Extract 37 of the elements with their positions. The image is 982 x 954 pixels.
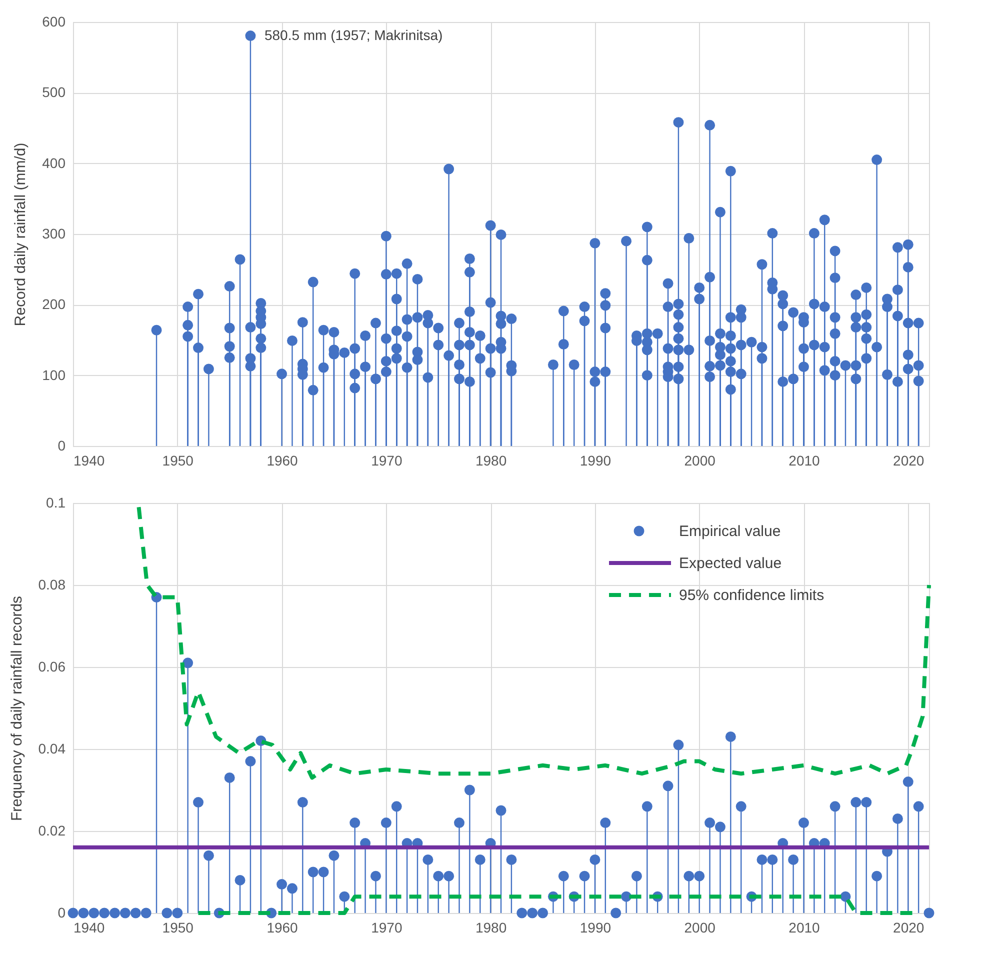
- legend-label: 95% confidence limits: [679, 587, 824, 604]
- x-tick-label: 1970: [371, 452, 402, 468]
- x-tick-label: 1940: [74, 920, 105, 936]
- y-tick-label: 0.1: [46, 494, 66, 510]
- y-tick-label: 400: [42, 154, 66, 171]
- x-tick-label: 2020: [893, 920, 924, 936]
- y-tick-label: 100: [42, 366, 66, 383]
- y-tick-label: 0.06: [38, 658, 66, 674]
- y-axis-title: Frequency of daily rainfall records: [8, 596, 26, 822]
- y-axis-title: Record daily rainfall (mm/d): [12, 142, 30, 326]
- y-tick-label: 0.04: [38, 740, 66, 756]
- legend-label: Empirical value: [679, 523, 781, 540]
- x-tick-label: 1950: [162, 920, 194, 936]
- y-tick-label: 300: [42, 226, 66, 242]
- x-tick-label: 2010: [788, 920, 820, 936]
- x-tick-label: 2010: [788, 452, 820, 468]
- annotation: 580.5 mm (1957; Makrinitsa): [264, 26, 443, 43]
- y-tick-label: 0.02: [38, 822, 66, 838]
- x-tick-label: 1960: [266, 920, 298, 936]
- x-tick-label: 1980: [475, 452, 507, 468]
- y-tick-label: 600: [42, 14, 66, 30]
- legend-label: Expected value: [679, 555, 782, 572]
- x-tick-label: 1950: [162, 452, 194, 468]
- x-tick-label: 1980: [475, 920, 507, 936]
- x-tick-label: 2020: [893, 452, 924, 468]
- x-tick-label: 2000: [684, 452, 716, 468]
- y-tick-label: 0: [58, 438, 66, 454]
- x-tick-label: 2000: [684, 920, 716, 936]
- x-tick-label: 1990: [580, 452, 612, 468]
- x-tick-label: 1970: [371, 920, 402, 936]
- x-tick-label: 1990: [580, 920, 612, 936]
- x-tick-label: 1960: [266, 452, 298, 468]
- y-tick-label: 0.08: [38, 576, 66, 592]
- x-tick-label: 1940: [74, 452, 105, 468]
- y-tick-label: 200: [42, 296, 66, 312]
- y-tick-label: 0: [58, 904, 66, 920]
- y-tick-label: 500: [42, 84, 66, 100]
